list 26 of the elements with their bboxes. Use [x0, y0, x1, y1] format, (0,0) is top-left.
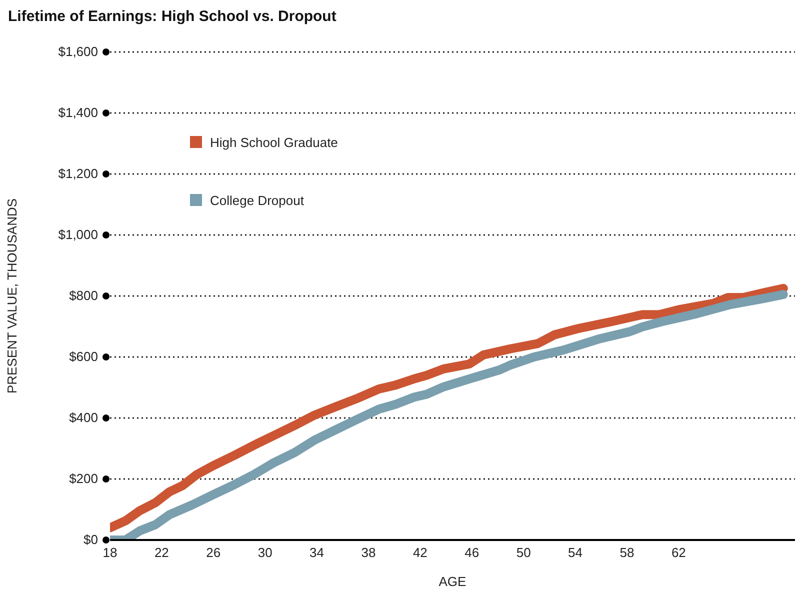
x-tick-label: 62: [671, 545, 686, 560]
x-tick-label: 46: [464, 545, 480, 560]
y-tick-label: $1,400: [58, 105, 98, 120]
x-tick-label: 18: [102, 545, 118, 560]
x-tick-label: 22: [154, 545, 169, 560]
legend-label: College Dropout: [210, 192, 304, 208]
legend-label: High School Graduate: [210, 134, 338, 150]
x-tick-label: 42: [412, 545, 428, 560]
x-tick-label: 58: [620, 545, 634, 560]
y-tick-label: $1,000: [58, 227, 98, 242]
x-tick-label: 50: [516, 545, 531, 560]
y-tick-label: $200: [69, 471, 98, 486]
y-tick-label: $1,200: [58, 166, 98, 181]
x-tick-label: 30: [258, 545, 272, 560]
y-tick-label: $0: [84, 532, 98, 547]
y-tick-label: $800: [69, 288, 98, 303]
chart-title: Lifetime of Earnings: High School vs. Dropout: [8, 8, 336, 25]
x-tick-label: 26: [206, 545, 221, 560]
x-axis-title: AGE: [438, 574, 467, 589]
x-tick-label: 38: [361, 545, 376, 560]
y-axis-title: PRESENT VALUE, THOUSANDS: [4, 198, 20, 394]
x-tick-label: 54: [568, 545, 583, 560]
x-tick-label: 34: [310, 545, 324, 560]
y-tick-label: $400: [69, 410, 98, 425]
y-tick-label: $1,600: [58, 44, 98, 59]
y-tick-label: $600: [69, 349, 98, 364]
